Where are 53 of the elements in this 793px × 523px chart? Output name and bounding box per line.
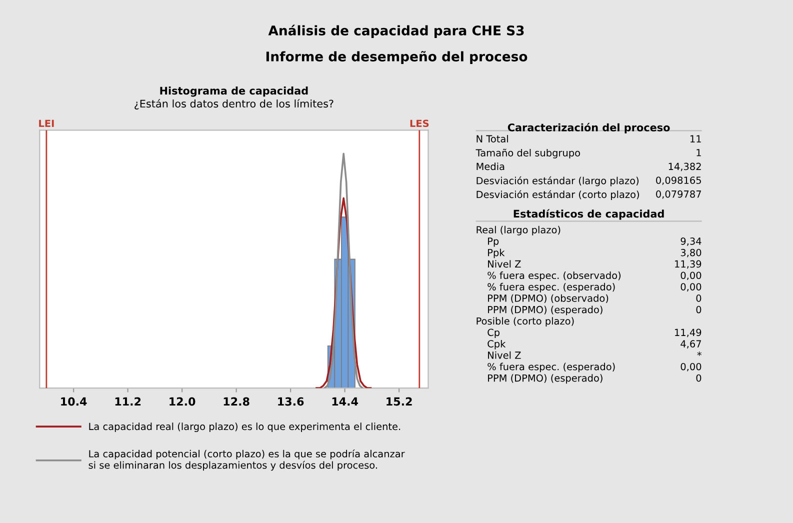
text: * bbox=[697, 352, 702, 356]
x-tick-label: 14.4 bbox=[332, 397, 358, 406]
legend-label: La capacidad potencial (corto plazo) es la que se podría alcanzar si se eliminaran los desplazamientos y desvíos del proceso. bbox=[88, 450, 405, 471]
category-label: PPM (DPMO) (esperado) bbox=[488, 306, 602, 316]
category-label: PPM (DPMO) (observado) bbox=[488, 294, 608, 304]
x-tick-label: 15.2 bbox=[386, 397, 412, 406]
category-label: Nivel Z bbox=[488, 351, 521, 359]
category-label: Pp bbox=[488, 238, 499, 247]
text: 0,098165 bbox=[656, 176, 701, 185]
text: 3,80 bbox=[680, 248, 702, 258]
category-label: % fuera espec. (esperado) bbox=[488, 362, 615, 372]
text: Análisis de capacidad para CHE S3 bbox=[268, 24, 524, 38]
text: 0 bbox=[696, 294, 702, 302]
chart-subtitle: ¿Están los datos dentro de los límites? bbox=[134, 99, 334, 110]
x-tick-label: 11.2 bbox=[115, 397, 141, 406]
text: Informe de desempeño del proceso bbox=[266, 51, 528, 64]
category-label: Tamaño del subgrupo bbox=[476, 148, 580, 158]
category-label: Media bbox=[476, 162, 504, 170]
x-tick-label: 13.6 bbox=[278, 397, 304, 406]
ref-line-label: LES bbox=[410, 120, 429, 128]
text: 1 bbox=[696, 149, 701, 156]
text: 0,079787 bbox=[656, 190, 701, 199]
x-tick-label: 10.4 bbox=[61, 397, 87, 406]
text: 0,00 bbox=[680, 283, 702, 292]
category-label: Desviación estándar (corto plazo) bbox=[476, 190, 639, 200]
text: 0 bbox=[696, 306, 702, 314]
category-label: Cpk bbox=[488, 340, 506, 350]
chart-title: Histograma de capacidad bbox=[160, 86, 308, 97]
category-label: Ppk bbox=[488, 248, 505, 258]
category-label: % fuera espec. (observado) bbox=[488, 272, 621, 281]
legend-label: La capacidad real (largo plazo) es lo que experimenta el cliente. bbox=[89, 422, 400, 432]
category-label: Nivel Z bbox=[488, 260, 521, 268]
text: 4,67 bbox=[680, 340, 701, 348]
text: 0,00 bbox=[680, 272, 702, 280]
category-label: Real (largo plazo) bbox=[476, 226, 560, 236]
category-label: Posible (corto plazo) bbox=[476, 317, 574, 327]
category-label: N Total bbox=[476, 134, 508, 143]
text: 0,00 bbox=[680, 362, 702, 372]
x-tick-label: 12.0 bbox=[170, 397, 196, 406]
category-label: PPM (DPMO) (esperado) bbox=[488, 374, 602, 384]
category-label: Cp bbox=[488, 328, 500, 338]
text: 0 bbox=[696, 374, 702, 382]
text: Caracterización del proceso bbox=[508, 122, 670, 134]
text: 9,34 bbox=[680, 237, 702, 246]
text: 11,39 bbox=[675, 260, 702, 269]
category-label: Desviación estándar (largo plazo) bbox=[476, 176, 639, 186]
x-tick-label: 12.8 bbox=[224, 397, 250, 406]
category-label: % fuera espec. (esperado) bbox=[488, 282, 615, 292]
text: 11,49 bbox=[675, 328, 702, 338]
ref-line-label: LEI bbox=[39, 120, 54, 127]
text: 14,382 bbox=[668, 162, 701, 172]
text: Estadísticos de capacidad bbox=[514, 209, 664, 220]
text: 11 bbox=[690, 135, 701, 142]
